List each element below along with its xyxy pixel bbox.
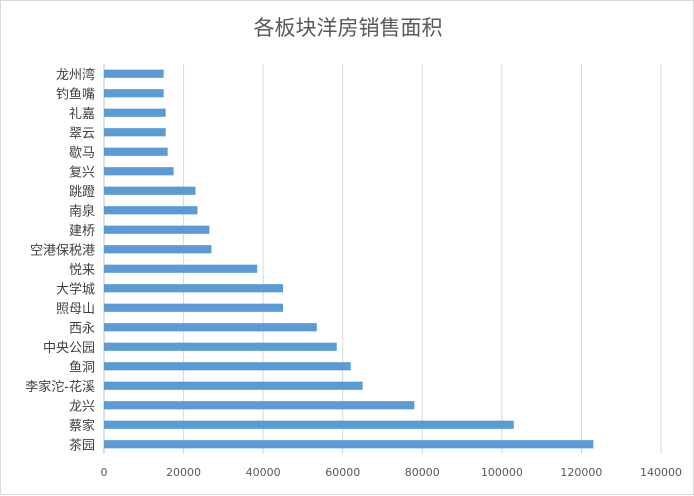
category-label: 南泉 <box>69 203 95 219</box>
category-label: 跳蹬 <box>69 185 95 200</box>
bar <box>104 89 164 98</box>
bar <box>104 128 166 137</box>
x-tick-label: 60000 <box>325 466 360 479</box>
category-label: 建桥 <box>69 224 95 239</box>
category-label: 翠云 <box>69 126 95 141</box>
bar <box>104 245 212 254</box>
x-tick-labels: 0 20000 40000 60000 80000 100000 120000 140000 <box>101 466 683 479</box>
category-label: 钓鱼嘴 <box>56 86 95 102</box>
category-label: 龙兴 <box>69 399 95 414</box>
bar <box>104 186 196 195</box>
bar <box>104 381 363 390</box>
category-label: 大学城 <box>56 281 95 297</box>
category-label: 李家沱-花溪 <box>25 379 95 395</box>
bar <box>104 440 594 449</box>
category-label: 蔡家 <box>69 418 95 434</box>
bar <box>104 362 351 371</box>
bar <box>104 342 337 351</box>
category-label: 歇马 <box>69 146 95 161</box>
bar <box>104 69 164 78</box>
bar <box>104 420 514 429</box>
bar <box>104 225 210 234</box>
bar <box>104 264 258 273</box>
category-label: 茶园 <box>69 437 95 453</box>
category-labels: 茶园 蔡家 龙兴 李家沱-花溪 鱼洞 中央公园 西永 照母山 大学城 悦来 空港保税港 建桥 南泉 跳蹬 复… <box>25 67 95 454</box>
category-label: 西永 <box>69 321 95 336</box>
category-label: 龙州湾 <box>56 67 95 83</box>
bars <box>104 69 594 449</box>
grid-lines <box>103 64 662 454</box>
category-label: 复兴 <box>69 165 95 180</box>
category-label: 鱼洞 <box>69 359 95 375</box>
chart-title: 各板块洋房销售面积 <box>254 16 443 40</box>
bar <box>104 108 166 117</box>
category-label: 空港保税港 <box>30 243 95 258</box>
bar <box>104 284 284 293</box>
bar <box>104 323 317 332</box>
category-label: 礼嘉 <box>69 106 95 122</box>
category-label: 中央公园 <box>43 341 95 356</box>
x-tick-label: 140000 <box>640 466 682 479</box>
bar <box>104 206 198 215</box>
category-label: 悦来 <box>69 263 95 278</box>
x-tick-label: 80000 <box>405 466 440 479</box>
x-tick-label: 100000 <box>481 466 523 479</box>
x-tick-label: 40000 <box>246 466 281 479</box>
x-tick-label: 0 <box>101 466 108 479</box>
bar <box>104 167 174 176</box>
category-label: 照母山 <box>56 302 95 317</box>
bar <box>104 401 415 410</box>
x-tick-label: 120000 <box>560 466 602 479</box>
bar <box>104 303 284 312</box>
bar <box>104 147 168 156</box>
x-tick-label: 20000 <box>166 466 201 479</box>
